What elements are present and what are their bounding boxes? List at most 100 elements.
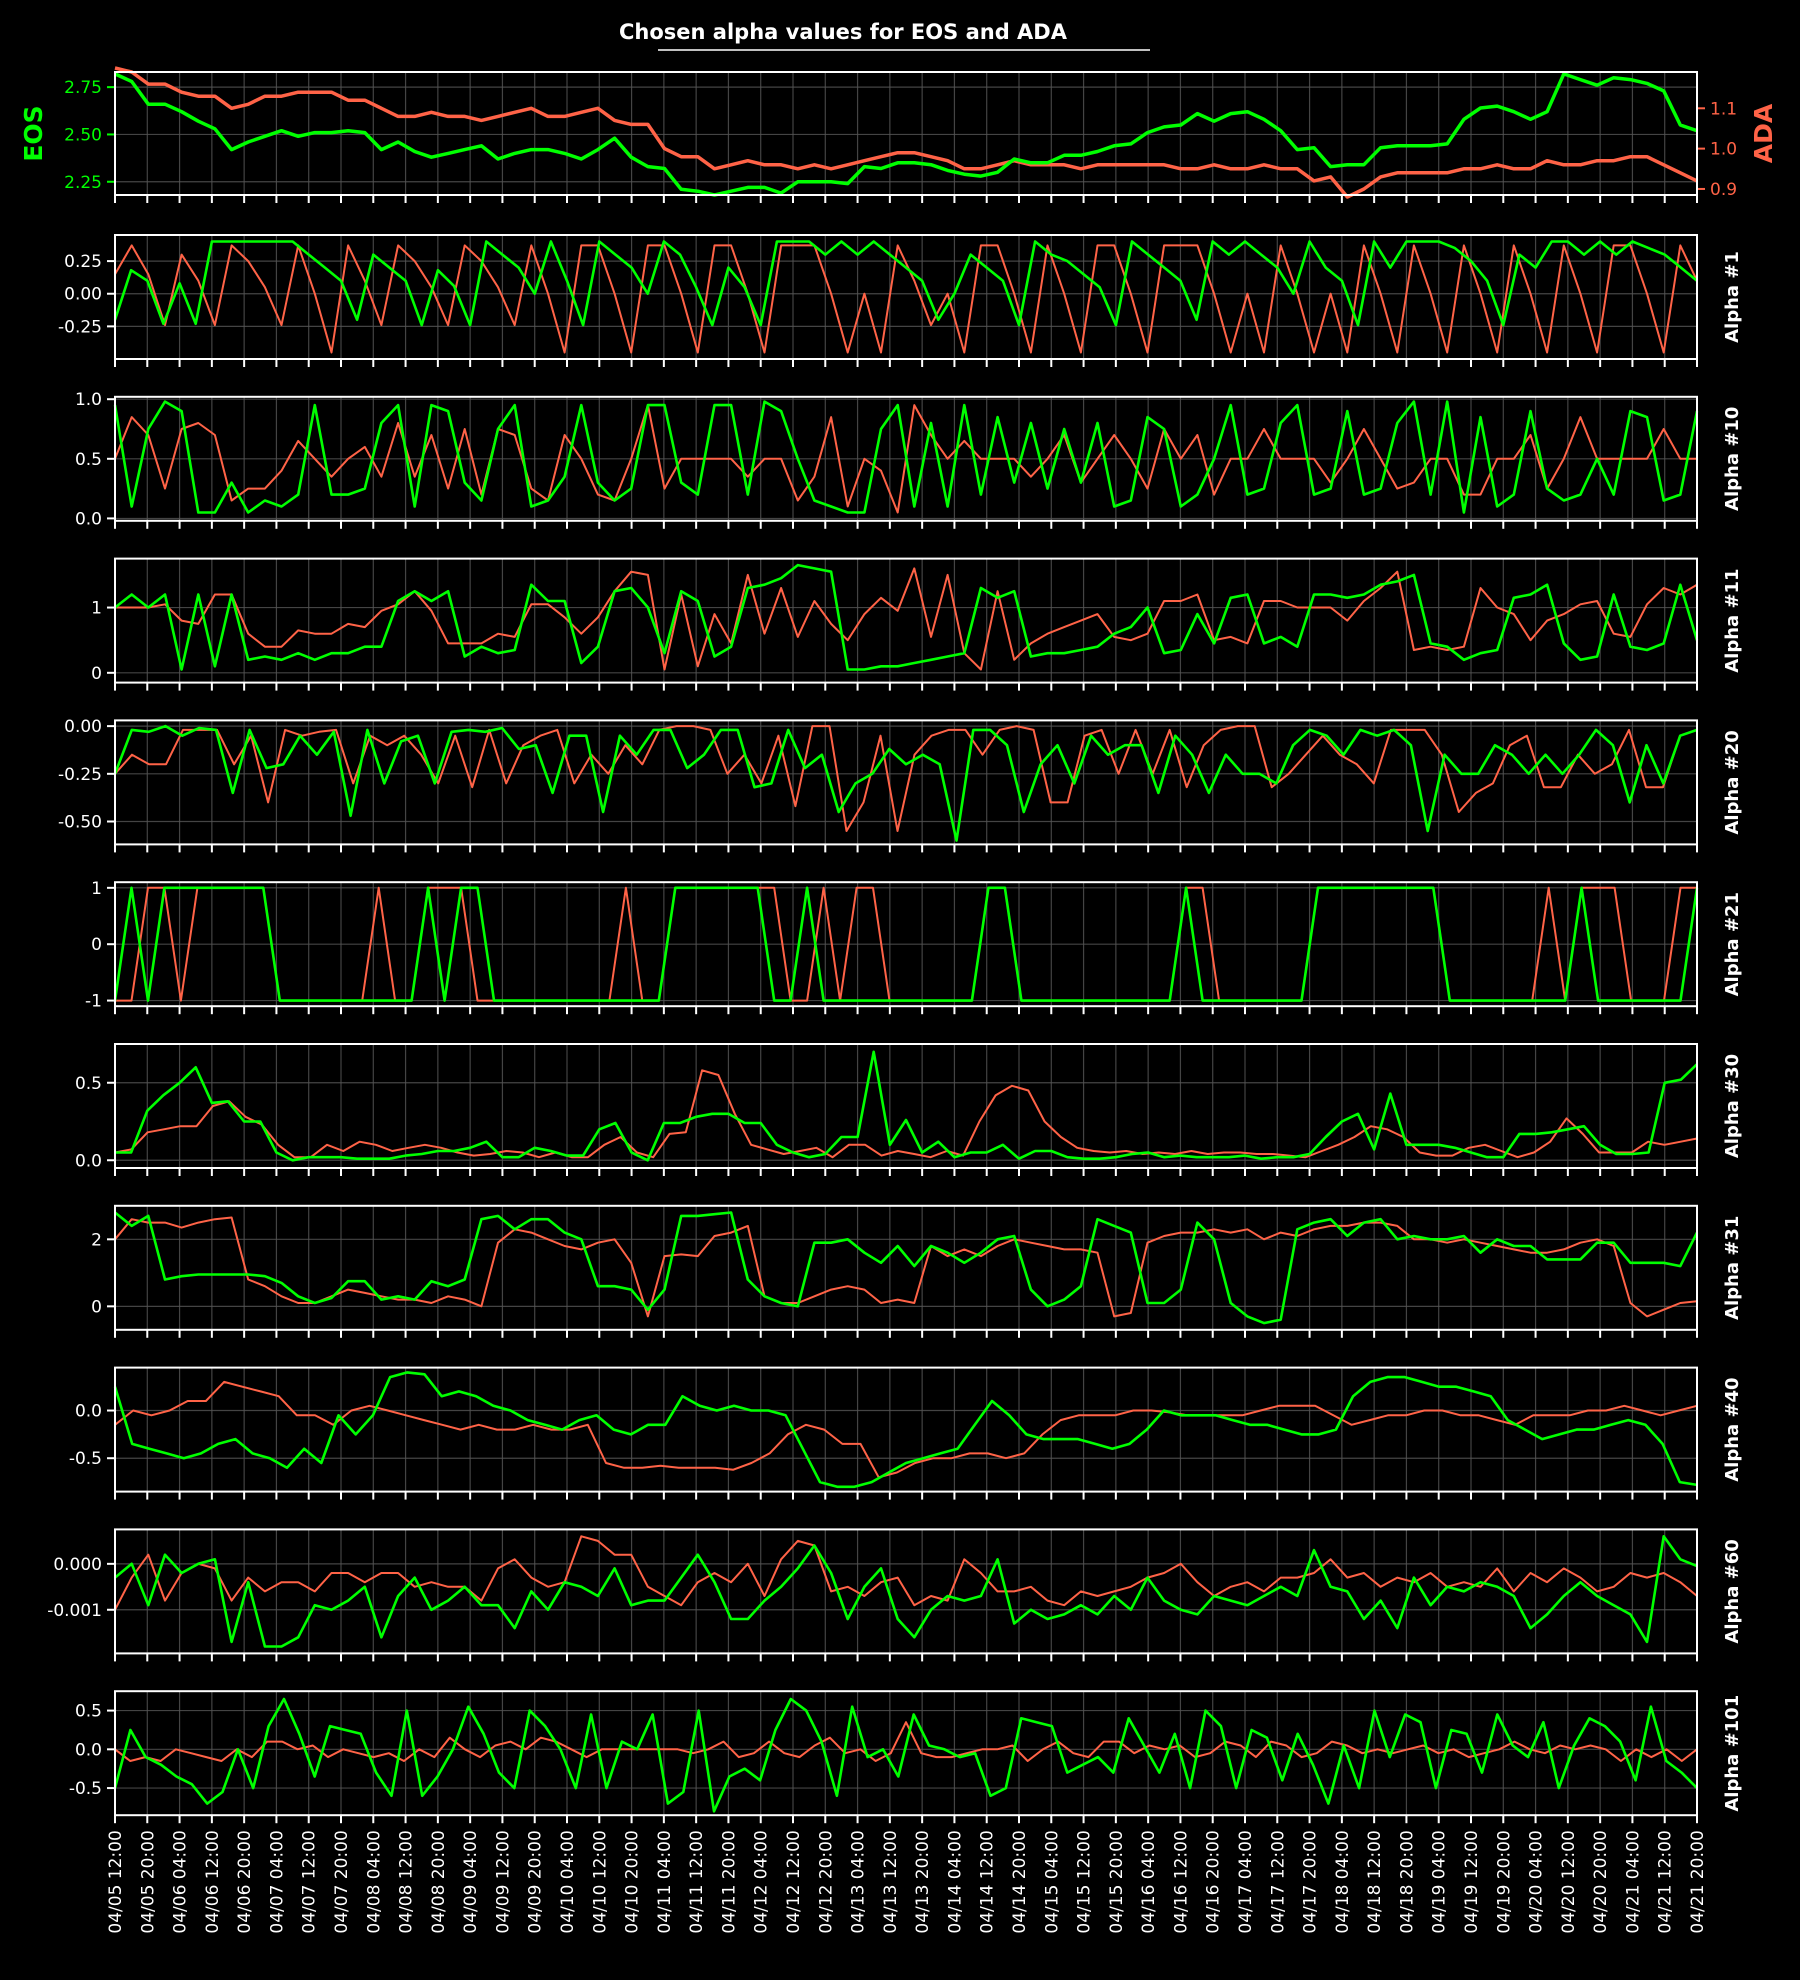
x-tick-label: 04/10 12:00	[590, 1830, 610, 1933]
eos-axis-label: EOS	[19, 105, 48, 161]
alpha-panel-5-eos-line	[113, 886, 1699, 1002]
x-tick-label: 04/17 12:00	[1268, 1830, 1288, 1933]
x-tick-label: 04/14 04:00	[945, 1830, 965, 1933]
x-tick-label: 04/15 20:00	[1107, 1830, 1127, 1933]
alpha-panel-4-frame	[114, 719, 1698, 846]
alpha-panel-1-eos-line	[113, 240, 1698, 327]
alpha-panel-6-frame	[114, 1043, 1698, 1169]
alpha-panel-2-label: Alpha #10	[1722, 407, 1743, 511]
x-tick-label: 04/13 12:00	[881, 1830, 901, 1933]
x-tick-label: 04/18 20:00	[1397, 1830, 1417, 1933]
x-tick-label: 04/21 12:00	[1656, 1830, 1676, 1933]
x-tick-label: 04/18 12:00	[1365, 1830, 1385, 1933]
x-tick-label: 04/21 20:00	[1688, 1830, 1708, 1933]
x-tick-label: 04/19 04:00	[1430, 1830, 1450, 1933]
x-tick-label: 04/07 12:00	[300, 1830, 320, 1933]
x-tick-label: 04/08 04:00	[364, 1830, 384, 1933]
alpha-panel-4-eos-line	[113, 724, 1698, 842]
alpha-panel-9-ytick-label: -0.001	[47, 1601, 102, 1621]
alpha-panel-8-eos-line	[113, 1371, 1698, 1489]
x-tick-label: 04/06 12:00	[203, 1830, 223, 1933]
alpha-panel-1-ytick-label: 0.00	[64, 285, 102, 305]
alpha-panel-8-ytick-label: 0.0	[75, 1402, 102, 1422]
alpha-panel-8-ytick-label: -0.5	[69, 1449, 102, 1469]
alpha-panel-3-ytick-label: 1	[91, 599, 102, 619]
ada-price-line	[114, 66, 1698, 199]
alpha-panel-8-label: Alpha #40	[1722, 1377, 1743, 1481]
alpha-panel-2-frame	[114, 395, 1698, 522]
alpha-panel-6-eos-line	[115, 1050, 1698, 1162]
alpha-panel-3-frame	[114, 557, 1698, 684]
x-tick-label: 04/13 04:00	[849, 1830, 869, 1933]
alpha-panel-10-label: Alpha #101	[1722, 1695, 1743, 1812]
alpha-panel-3-label: Alpha #11	[1722, 568, 1743, 672]
alpha-panel-4-ada-line	[114, 725, 1698, 832]
x-tick-label: 04/17 04:00	[1236, 1830, 1256, 1933]
alpha-panel-7-ytick-label: 2	[91, 1230, 102, 1250]
alpha-panel-5-ytick-label: 1	[91, 879, 102, 899]
alpha-panel-4-label: Alpha #20	[1722, 730, 1743, 834]
alpha-panel-10-eos-line	[113, 1697, 1698, 1813]
alpha-panel-9-eos-line	[114, 1535, 1698, 1648]
alpha-panel-10-ada-line	[114, 1721, 1698, 1762]
alpha-panel-2-ytick-label: 0.0	[75, 509, 102, 529]
alpha-panel-9-ada-line	[114, 1535, 1698, 1611]
alpha-panel-9-ytick-label: 0.000	[53, 1555, 102, 1575]
x-tick-label: 04/13 20:00	[913, 1830, 933, 1933]
alpha-panel-5-ytick-label: 0	[91, 935, 102, 955]
alpha-panel-6-label: Alpha #30	[1722, 1054, 1743, 1158]
x-tick-label: 04/20 12:00	[1559, 1830, 1579, 1933]
alpha-panel-1-label: Alpha #1	[1722, 251, 1743, 343]
eos-price-line	[114, 72, 1698, 197]
alpha-panel-6-ada-line	[114, 1069, 1698, 1159]
alpha-panel-2-eos-line	[113, 400, 1699, 514]
x-tick-label: 04/05 20:00	[138, 1830, 158, 1933]
alpha-panel-5-label: Alpha #21	[1722, 892, 1743, 996]
alpha-panel-3-ada-line	[115, 567, 1698, 671]
x-tick-label: 04/16 04:00	[1139, 1830, 1159, 1933]
ada-ytick-label: 1.0	[1710, 140, 1737, 160]
x-tick-label: 04/12 04:00	[752, 1830, 772, 1933]
eos-ytick-label: 2.25	[64, 173, 102, 193]
x-tick-label: 04/06 04:00	[171, 1830, 191, 1933]
eos-ytick-label: 2.50	[64, 125, 102, 145]
alpha-panel-7-frame	[114, 1204, 1698, 1331]
alpha-panel-8-frame	[114, 1366, 1698, 1493]
alpha-panel-5-ytick-label: -1	[85, 992, 102, 1012]
alpha-panel-3-eos-line	[114, 563, 1699, 671]
x-tick-label: 04/09 12:00	[493, 1830, 513, 1933]
alpha-panel-3-ytick-label: 0	[91, 664, 102, 684]
alpha-panel-7-eos-line	[114, 1211, 1699, 1325]
x-tick-label: 04/07 20:00	[332, 1830, 352, 1933]
alpha-panel-9-label: Alpha #60	[1722, 1539, 1743, 1643]
x-tick-label: 04/07 04:00	[267, 1830, 287, 1933]
alpha-panel-4-ytick-label: -0.25	[58, 765, 102, 785]
alpha-panel-6-ytick-label: 0.5	[75, 1074, 102, 1094]
x-tick-label: 04/05 12:00	[106, 1830, 126, 1933]
alpha-panel-2-ytick-label: 1.0	[75, 390, 102, 410]
x-tick-label: 04/10 20:00	[623, 1830, 643, 1933]
alpha-panel-1-ytick-label: -0.25	[58, 317, 102, 337]
alpha-panel-9-frame	[114, 1528, 1698, 1655]
alpha-panel-1-ada-line	[114, 244, 1698, 354]
alpha-panel-1-ytick-label: 0.25	[64, 252, 102, 272]
alpha-panel-10-ytick-label: -0.5	[69, 1779, 102, 1799]
chart-title: Chosen alpha values for EOS and ADA	[619, 20, 1068, 44]
alpha-panel-8-ada-line	[114, 1380, 1698, 1479]
alpha-panel-4-ytick-label: 0.00	[64, 717, 102, 737]
x-tick-label: 04/16 20:00	[1204, 1830, 1224, 1933]
x-tick-label: 04/14 20:00	[1010, 1830, 1030, 1933]
x-tick-label: 04/20 20:00	[1591, 1830, 1611, 1933]
alpha-panel-7-label: Alpha #31	[1722, 1216, 1743, 1320]
x-tick-label: 04/15 12:00	[1075, 1830, 1095, 1933]
ada-ytick-label: 1.1	[1710, 99, 1737, 119]
ada-ytick-label: 0.9	[1710, 180, 1737, 200]
x-tick-label: 04/06 20:00	[235, 1830, 255, 1933]
ada-axis-label: ADA	[1749, 103, 1778, 163]
alpha-panel-5-frame	[114, 881, 1698, 1008]
x-tick-label: 04/10 04:00	[558, 1830, 578, 1933]
x-tick-label: 04/16 12:00	[1171, 1830, 1191, 1933]
alpha-panel-10-frame	[114, 1690, 1698, 1817]
